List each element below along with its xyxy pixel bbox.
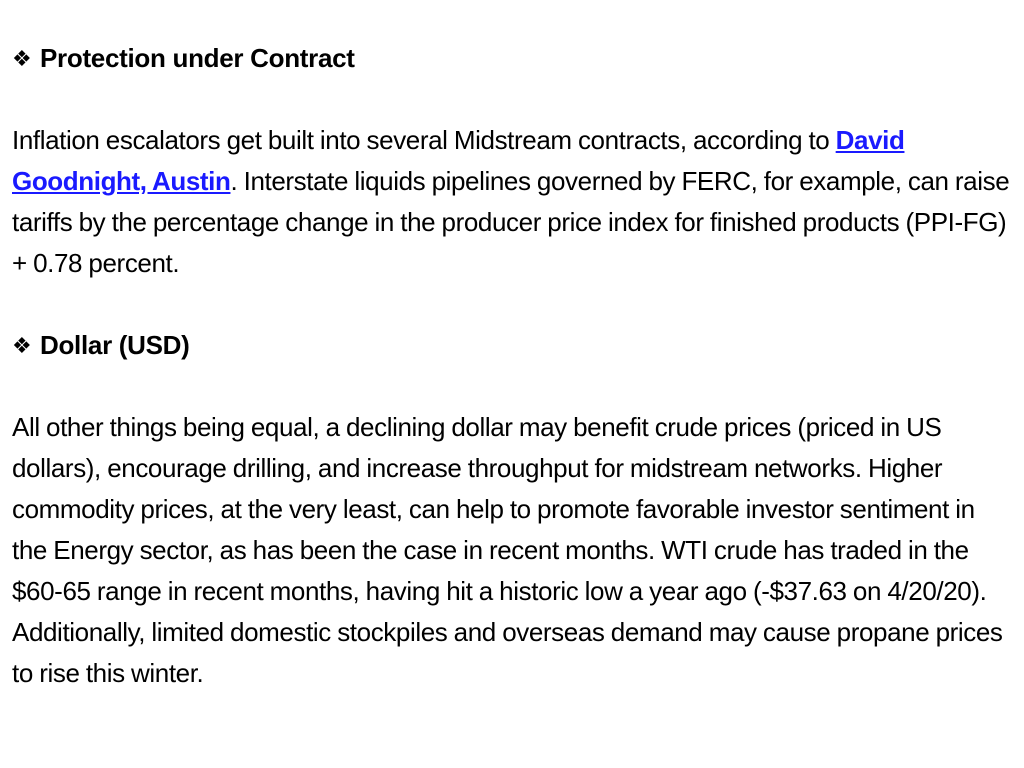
paragraph-protection-text-end: . Interstate liquids pipelines governed … bbox=[12, 166, 1010, 278]
paragraph-protection-text-start: Inflation escalators get built into seve… bbox=[12, 125, 836, 155]
spacer bbox=[12, 366, 1012, 407]
section-heading-protection: ❖ Protection under Contract bbox=[12, 38, 1012, 79]
paragraph-protection: Inflation escalators get built into seve… bbox=[12, 120, 1012, 284]
author-link[interactable]: David Goodnight, Austin bbox=[12, 125, 905, 196]
four-diamond-bullet-icon: ❖ bbox=[12, 46, 32, 71]
section-title-protection: Protection under Contract bbox=[40, 43, 355, 73]
section-heading-dollar: ❖ Dollar (USD) bbox=[12, 325, 1012, 366]
paragraph-dollar: All other things being equal, a declinin… bbox=[12, 412, 1003, 688]
spacer bbox=[12, 284, 1012, 325]
four-diamond-bullet-icon: ❖ bbox=[12, 333, 32, 358]
section-title-dollar: Dollar (USD) bbox=[40, 330, 190, 360]
spacer bbox=[12, 79, 1012, 120]
